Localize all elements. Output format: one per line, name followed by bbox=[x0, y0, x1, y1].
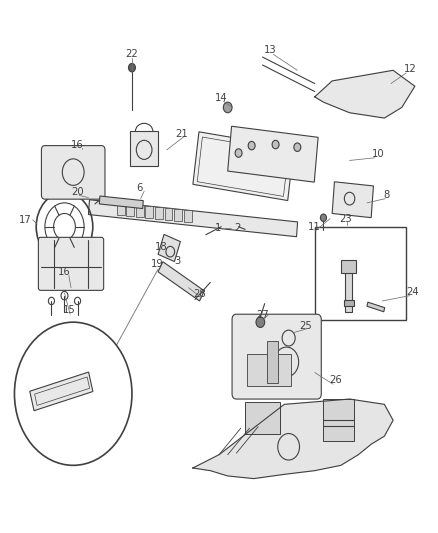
Text: 10: 10 bbox=[371, 149, 384, 159]
Text: 9: 9 bbox=[46, 395, 53, 405]
Text: 15: 15 bbox=[63, 305, 75, 315]
Polygon shape bbox=[193, 399, 393, 479]
Circle shape bbox=[321, 214, 326, 221]
Circle shape bbox=[272, 140, 279, 149]
Text: 25: 25 bbox=[300, 321, 312, 331]
FancyBboxPatch shape bbox=[42, 146, 105, 199]
Bar bbox=[174, 209, 182, 221]
Bar bbox=[228, 126, 318, 182]
Bar bbox=[367, 302, 385, 312]
Bar bbox=[267, 341, 278, 383]
Text: 28: 28 bbox=[193, 289, 206, 299]
Bar bbox=[145, 206, 153, 217]
Text: 11: 11 bbox=[308, 222, 321, 232]
Text: 21: 21 bbox=[176, 129, 188, 139]
Bar bbox=[126, 204, 134, 216]
Bar bbox=[197, 137, 289, 197]
Circle shape bbox=[14, 322, 132, 465]
Bar bbox=[193, 132, 294, 200]
Text: 16: 16 bbox=[71, 140, 84, 150]
Text: 24: 24 bbox=[406, 287, 419, 297]
Circle shape bbox=[235, 149, 242, 157]
Text: 14: 14 bbox=[215, 93, 227, 103]
Bar bbox=[165, 208, 173, 220]
Circle shape bbox=[294, 143, 301, 151]
Bar bbox=[155, 207, 163, 219]
Text: 20: 20 bbox=[71, 187, 84, 197]
FancyBboxPatch shape bbox=[232, 314, 321, 399]
Text: 13: 13 bbox=[264, 45, 277, 55]
Bar bbox=[315, 227, 406, 319]
Text: 26: 26 bbox=[329, 375, 342, 385]
Text: 17: 17 bbox=[19, 215, 32, 225]
Bar bbox=[117, 203, 124, 215]
Bar bbox=[341, 260, 356, 273]
Bar bbox=[158, 262, 204, 301]
Bar bbox=[88, 200, 297, 237]
Text: 18: 18 bbox=[155, 242, 168, 252]
Text: 12: 12 bbox=[404, 64, 417, 74]
Text: 22: 22 bbox=[126, 50, 138, 59]
Bar bbox=[345, 272, 352, 312]
Text: 16: 16 bbox=[58, 267, 71, 277]
Bar bbox=[184, 211, 191, 222]
Bar bbox=[323, 399, 354, 441]
Bar bbox=[332, 182, 374, 217]
Circle shape bbox=[223, 102, 232, 113]
Text: 1: 1 bbox=[215, 223, 221, 233]
Text: 6: 6 bbox=[137, 183, 143, 193]
Text: 2: 2 bbox=[234, 223, 240, 233]
Circle shape bbox=[256, 317, 265, 327]
Bar bbox=[344, 300, 354, 306]
Circle shape bbox=[128, 63, 135, 72]
Text: 27: 27 bbox=[256, 310, 269, 320]
Text: 3: 3 bbox=[174, 256, 181, 266]
Bar bbox=[35, 377, 90, 406]
Text: —: — bbox=[224, 225, 231, 231]
Bar bbox=[136, 205, 144, 216]
Polygon shape bbox=[315, 70, 415, 118]
Bar bbox=[30, 372, 93, 411]
FancyBboxPatch shape bbox=[39, 237, 104, 290]
Bar bbox=[247, 354, 291, 386]
Bar bbox=[130, 131, 158, 166]
Text: 8: 8 bbox=[383, 190, 390, 200]
Bar bbox=[245, 402, 280, 433]
Bar bbox=[99, 196, 143, 208]
Text: 19: 19 bbox=[151, 259, 163, 269]
Bar bbox=[158, 235, 180, 262]
Text: 23: 23 bbox=[339, 214, 352, 224]
Circle shape bbox=[248, 141, 255, 150]
